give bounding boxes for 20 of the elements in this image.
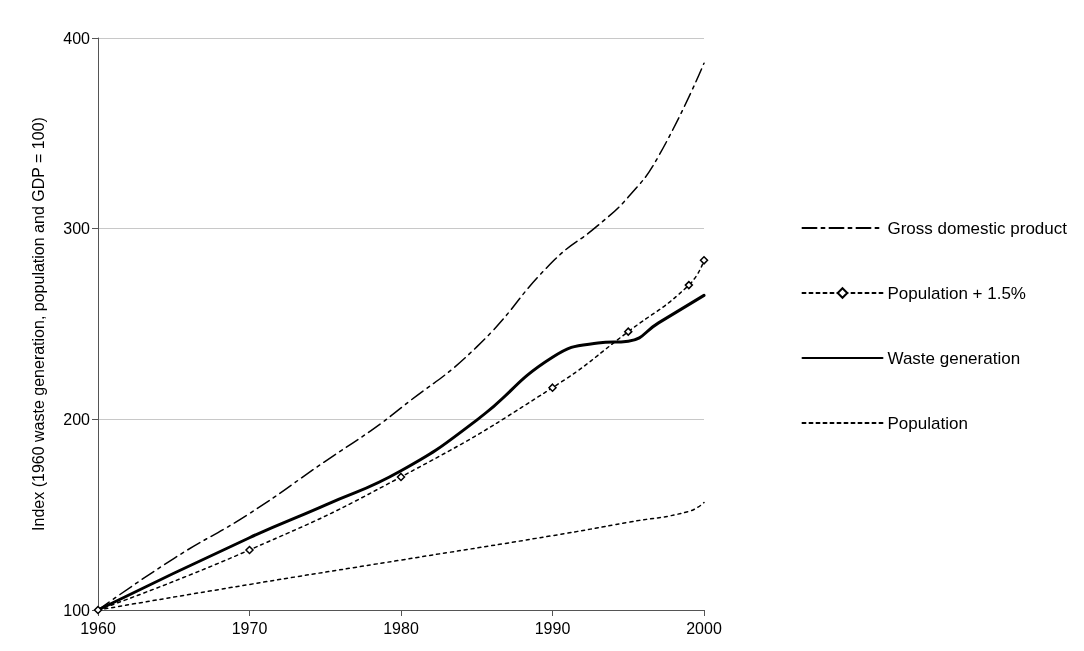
x-tick-label: 1970 — [231, 619, 268, 637]
point — [396, 472, 406, 482]
y-tick-label: 200 — [63, 410, 91, 428]
point — [245, 545, 254, 555]
legend-label: Waste generation — [887, 348, 1021, 368]
x-tick-label: 1960 — [80, 619, 116, 637]
point — [699, 256, 709, 265]
y-tick-label: 400 — [63, 29, 91, 47]
y-axis-title: Index (1960 waste generation, population and GDP = 100) — [29, 117, 47, 531]
y-tick-label: 100 — [63, 601, 91, 619]
point — [624, 327, 633, 336]
y-tick-label: 300 — [63, 220, 91, 238]
legend-label: Gross domestic product — [887, 218, 1068, 238]
legend-label: Population + 1.5% — [887, 283, 1026, 303]
x-tick-label: 2000 — [686, 619, 722, 637]
x-tick-label: 1980 — [383, 619, 419, 637]
point — [548, 383, 557, 392]
x-tick-label: 1990 — [534, 619, 571, 637]
legend-label: Population — [887, 413, 968, 433]
point — [684, 280, 694, 290]
